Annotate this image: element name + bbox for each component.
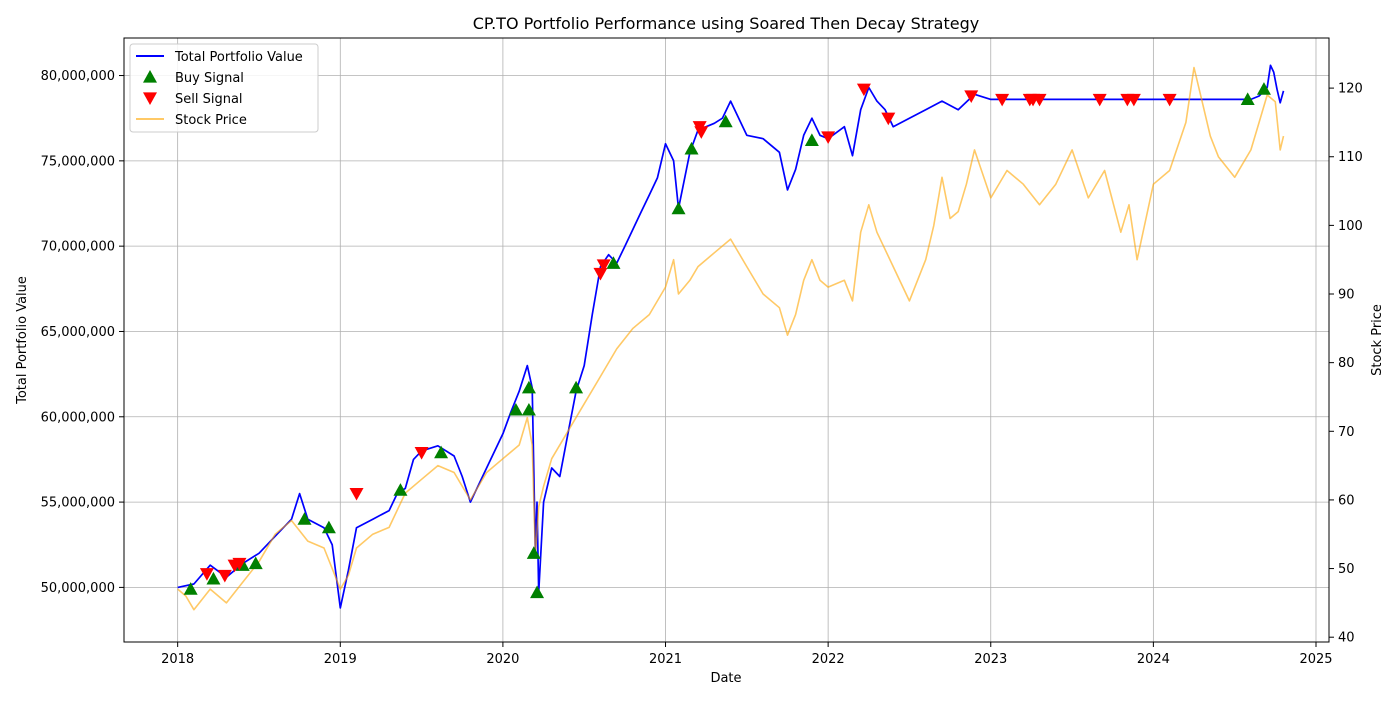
x-tick-label: 2023 xyxy=(974,652,1007,667)
y-axis-label: Total Portfolio Value xyxy=(15,276,30,405)
x-tick-label: 2019 xyxy=(324,652,357,667)
legend-label: Sell Signal xyxy=(175,92,243,107)
sell-signal-marker xyxy=(1162,93,1177,107)
buy-signal-marker xyxy=(1256,82,1271,95)
legend-label: Stock Price xyxy=(175,113,247,128)
buy-signal-marker xyxy=(321,520,336,534)
buy-signal-marker xyxy=(206,571,221,585)
y-tick-label: 75,000,000 xyxy=(41,154,115,169)
sell-signal-marker xyxy=(596,259,611,272)
x-tick-label: 2022 xyxy=(812,652,845,667)
legend-swatch-buy xyxy=(143,70,157,83)
buy-signal-marker xyxy=(434,445,449,459)
sell-signal-marker xyxy=(821,131,836,144)
sell-signal-marker xyxy=(694,126,709,139)
y-right-tick-label: 60 xyxy=(1338,493,1355,508)
series-line-stock-price xyxy=(177,66,1285,611)
buy-signal-marker xyxy=(530,585,545,599)
buy-signal-marker xyxy=(804,133,819,146)
plot-frame xyxy=(123,37,1330,643)
sell-signal-marker xyxy=(1092,93,1107,107)
sell-signal-marker xyxy=(995,93,1010,107)
buy-signal-marker xyxy=(671,201,686,215)
chart-title: CP.TO Portfolio Performance using Soared… xyxy=(473,14,979,33)
legend-swatch-sell xyxy=(143,92,157,105)
buy-signal-marker xyxy=(297,512,312,525)
buy-signal-marker xyxy=(521,380,536,394)
buy-signal-marker xyxy=(521,402,536,416)
buy-signal-marker xyxy=(569,380,584,394)
buy-signal-marker xyxy=(526,546,541,559)
legend-box xyxy=(129,43,319,133)
plot-area: 2018 2019 2020 2021 2022 2023 2024 2025 50,000,0… xyxy=(41,37,1363,667)
sell-signal-marker xyxy=(199,568,214,581)
y-tick-label: 80,000,000 xyxy=(41,69,115,84)
y-tick-label: 70,000,000 xyxy=(41,240,115,255)
sell-signal-marker xyxy=(349,487,364,501)
series-line-total-portfolio-value xyxy=(177,64,1285,609)
x-tick-label: 2021 xyxy=(649,652,682,667)
legend-label: Total Portfolio Value xyxy=(174,50,303,65)
y-right-tick-label: 100 xyxy=(1338,219,1363,234)
y-axis-label-right: Stock Price xyxy=(1370,304,1385,376)
sell-signal-marker xyxy=(964,90,979,104)
x-tick-label: 2025 xyxy=(1299,652,1332,667)
buy-signal-marker xyxy=(248,556,263,570)
y-right-tick-label: 110 xyxy=(1338,150,1363,165)
y-right-tick-label: 120 xyxy=(1338,82,1363,97)
legend: Total Portfolio Value Buy Signal Sell Sign… xyxy=(129,43,319,133)
x-axis-label: Date xyxy=(710,671,741,686)
y-tick-label: 50,000,000 xyxy=(41,581,115,596)
sell-signal-marker xyxy=(1032,93,1047,107)
buy-signal-marker xyxy=(508,402,523,416)
sell-signal-marker xyxy=(881,112,896,126)
buy-signal-marker xyxy=(183,582,198,595)
buy-signal-marker xyxy=(718,114,733,128)
y-tick-label: 65,000,000 xyxy=(41,325,115,340)
legend-label: Buy Signal xyxy=(175,71,244,86)
y-tick-label: 55,000,000 xyxy=(41,496,115,511)
sell-signal-marker xyxy=(1126,93,1141,107)
x-tick-label: 2020 xyxy=(486,652,519,667)
y-right-tick-label: 80 xyxy=(1338,356,1355,371)
buy-signal-marker xyxy=(1240,92,1255,106)
buy-signal-marker xyxy=(606,256,621,269)
sell-signal-marker xyxy=(217,569,232,583)
series-group xyxy=(177,64,1285,611)
x-tick-label: 2018 xyxy=(161,652,194,667)
sell-signal-marker xyxy=(232,557,247,571)
y-right-tick-label: 90 xyxy=(1338,288,1355,303)
y-tick-label: 60,000,000 xyxy=(41,410,115,425)
sell-signal-marker xyxy=(856,83,871,97)
y-right-tick-label: 40 xyxy=(1338,631,1355,646)
buy-signal-marker xyxy=(684,141,699,155)
sell-signal-marker xyxy=(414,447,429,460)
buy-signal-marker xyxy=(393,483,408,496)
y-right-tick-label: 70 xyxy=(1338,425,1355,440)
x-tick-label: 2024 xyxy=(1137,652,1170,667)
y-right-tick-label: 50 xyxy=(1338,562,1355,577)
